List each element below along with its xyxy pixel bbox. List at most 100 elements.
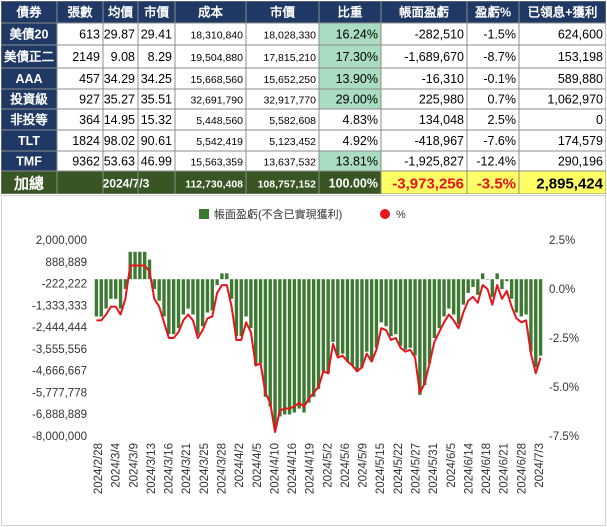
x-axis-tick: 2024/3/16 [164, 443, 176, 494]
table-cell: 613 [79, 28, 100, 42]
pnl-bar [394, 279, 398, 335]
legend-swatch-line [380, 209, 390, 219]
table-cell: 29.00% [336, 93, 378, 107]
pnl-bar [476, 279, 480, 295]
table-cell: 2149 [72, 50, 100, 64]
pnl-bar [331, 279, 335, 342]
pnl-bar [118, 279, 123, 309]
pnl-bar [123, 279, 128, 289]
x-axis-tick: 2024/2/28 [93, 443, 105, 494]
pnl-bar [369, 279, 374, 362]
pnl-bar [205, 279, 210, 313]
x-axis-tick: 2024/3/25 [199, 443, 211, 494]
right-axis-tick: 2.5% [549, 235, 575, 247]
total-income: 2,895,424 [536, 176, 603, 193]
x-axis-tick: 2024/3/28 [216, 443, 228, 494]
table-cell: 13.81% [336, 155, 378, 169]
table-cell: 2.5% [488, 113, 517, 127]
pnl-bar [200, 279, 205, 327]
pnl-bar [234, 279, 239, 337]
pnl-bar [509, 279, 514, 299]
pnl-bar [258, 279, 263, 364]
table-cell: 624,600 [558, 28, 603, 42]
pnl-bar [292, 279, 297, 413]
table-row-name: 投資級 [10, 92, 48, 107]
left-axis-tick: -222,222 [42, 279, 87, 291]
table-cell: 53.63 [104, 155, 135, 169]
legend-swatch-bar [199, 209, 209, 219]
table-cell: 15,563,359 [190, 157, 243, 169]
pnl-bar [485, 279, 490, 280]
table-cell: 19,504,880 [190, 52, 243, 64]
table-row-name: TLT [18, 134, 40, 148]
pnl-bar [302, 279, 306, 413]
total-pnl: -3,973,256 [392, 176, 464, 193]
pnl-bar [336, 279, 340, 356]
table-cell: 34.29 [104, 72, 135, 86]
pct-line [96, 264, 542, 434]
table-cell: -1,689,670 [404, 50, 464, 64]
x-axis-tick: 2024/5/31 [428, 443, 440, 494]
table-row-label-bg [1, 23, 57, 45]
pnl-bar [432, 279, 437, 338]
table-cell: 13.90% [336, 72, 378, 86]
pnl-bar [191, 279, 195, 315]
pnl-bar [413, 279, 417, 356]
table-cell: 134,048 [419, 113, 464, 127]
pnl-bar [321, 279, 326, 372]
left-axis-tick: 2,000,000 [36, 235, 87, 247]
total-cost: 112,730,408 [185, 179, 243, 191]
table-row-label-bg [1, 109, 57, 130]
right-axis-tick: -7.5% [549, 431, 579, 443]
pnl-bar [316, 279, 321, 389]
pnl-bar [268, 279, 272, 407]
right-axis-tick: -5.0% [549, 382, 579, 394]
table-cell: 34.25 [141, 72, 172, 86]
pnl-bar [423, 279, 427, 386]
table-header-cell: 帳面盈虧 [399, 5, 450, 20]
pnl-bar [466, 279, 470, 293]
table-cell: -418,967 [415, 134, 464, 148]
left-axis-tick: -5,777,778 [32, 387, 87, 399]
pnl-bar [263, 279, 268, 397]
table-cell: 9362 [72, 155, 100, 169]
pnl-bar [297, 279, 301, 409]
pnl-bar [447, 279, 451, 309]
pnl-bar [519, 279, 523, 317]
x-axis-tick: 2024/6/5 [446, 443, 458, 488]
pnl-bar [181, 279, 186, 315]
x-axis-tick: 2024/5/27 [411, 443, 423, 494]
pnl-bar [273, 279, 277, 427]
pnl-bar [456, 279, 461, 325]
pnl-bar [254, 279, 258, 366]
x-axis-tick: 2024/6/14 [463, 442, 475, 494]
table-cell: 0.7% [488, 93, 517, 107]
table-cell: 15.32 [141, 113, 172, 127]
left-axis-tick: 888,889 [45, 257, 87, 269]
pnl-bar [114, 279, 118, 299]
pnl-bar [239, 279, 243, 337]
pnl-bar [495, 273, 499, 280]
pnl-bar [167, 279, 171, 335]
table-row-label-bg [1, 89, 57, 109]
pnl-bar [360, 279, 364, 368]
table-cell: 46.99 [141, 155, 172, 169]
pnl-bar [500, 279, 504, 289]
table-cell: 153,198 [558, 50, 603, 64]
x-axis-tick: 2024/3/21 [181, 443, 193, 494]
total-weight: 100.00% [329, 177, 378, 191]
pnl-bar [403, 279, 408, 350]
pnl-bar [104, 279, 108, 309]
table-row-label-bg [1, 151, 57, 171]
pnl-bar [147, 259, 152, 280]
table-cell: 8.29 [148, 50, 172, 64]
pnl-bar [398, 279, 403, 346]
pnl-bar [171, 279, 176, 335]
total-date: 2024/7/3 [103, 177, 150, 191]
table-cell: 5,123,452 [269, 136, 316, 148]
table-cell: 1824 [72, 134, 100, 148]
table-row-label-bg [1, 130, 57, 151]
table-cell: 16.24% [336, 28, 378, 42]
table-cell: 29.41 [141, 28, 172, 42]
